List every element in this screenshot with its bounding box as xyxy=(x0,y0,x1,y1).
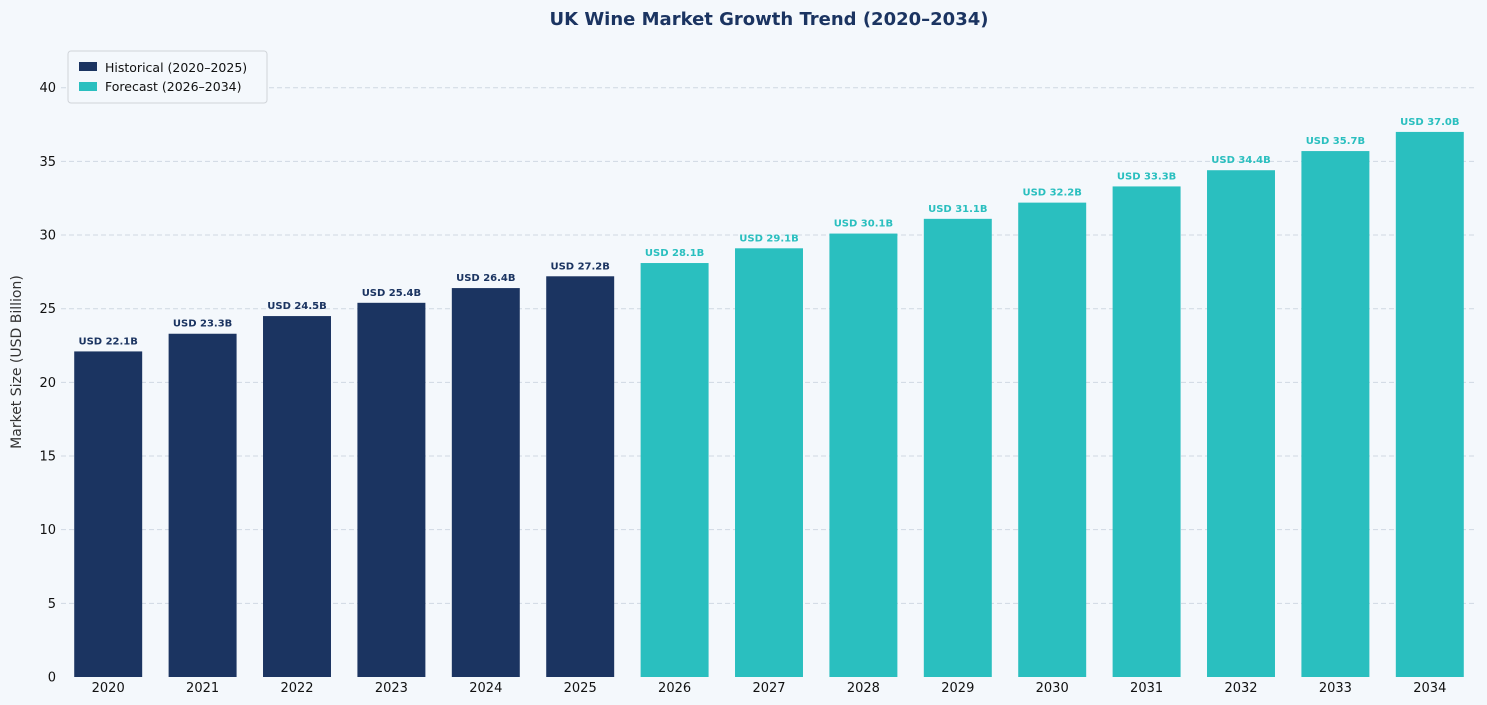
value-label-2031: USD 33.3B xyxy=(1117,171,1176,182)
value-label-2022: USD 24.5B xyxy=(267,301,326,312)
x-tick-label: 2023 xyxy=(375,681,408,696)
value-label-2032: USD 34.4B xyxy=(1211,155,1270,166)
y-axis-label: Market Size (USD Billion) xyxy=(9,275,25,449)
bar-2032 xyxy=(1207,170,1275,678)
x-tick-label: 2027 xyxy=(752,681,785,696)
y-tick-label: 0 xyxy=(48,671,56,686)
bar-2034 xyxy=(1395,131,1464,678)
value-label-2027: USD 29.1B xyxy=(739,233,798,244)
x-tick-label: 2026 xyxy=(658,681,691,696)
bar-2025 xyxy=(546,276,615,677)
legend-swatch-forecast xyxy=(79,82,97,91)
value-label-2033: USD 35.7B xyxy=(1306,136,1365,147)
y-tick-label: 40 xyxy=(39,81,56,96)
x-tick-label: 2025 xyxy=(564,681,597,696)
x-tick-label: 2030 xyxy=(1036,681,1069,696)
x-tick-label: 2024 xyxy=(469,681,502,696)
legend-label-forecast: Forecast (2026–2034) xyxy=(105,79,242,94)
legend: Historical (2020–2025) Forecast (2026–20… xyxy=(67,50,268,104)
value-label-2028: USD 30.1B xyxy=(834,219,893,230)
x-tick-label: 2032 xyxy=(1224,681,1257,696)
x-tick-label: 2033 xyxy=(1319,681,1352,696)
value-label-2030: USD 32.2B xyxy=(1022,188,1081,199)
x-tick-label: 2029 xyxy=(941,681,974,696)
value-label-2021: USD 23.3B xyxy=(173,319,232,330)
y-tick-label: 15 xyxy=(39,450,56,465)
value-label-2029: USD 31.1B xyxy=(928,204,987,215)
bar-2033 xyxy=(1301,151,1370,677)
bar-2030 xyxy=(1018,202,1087,677)
value-label-2034: USD 37.0B xyxy=(1400,117,1459,128)
value-label-2026: USD 28.1B xyxy=(645,248,704,259)
y-tick-label: 35 xyxy=(39,155,56,170)
bar-2029 xyxy=(923,218,992,677)
y-tick-label: 10 xyxy=(39,523,56,538)
y-axis-ticks: 0 5 10 15 20 25 30 35 40 xyxy=(39,81,56,685)
x-tick-label: 2020 xyxy=(92,681,125,696)
chart-title: UK Wine Market Growth Trend (2020–2034) xyxy=(550,9,989,30)
value-label-2020: USD 22.1B xyxy=(78,336,137,347)
x-tick-label: 2034 xyxy=(1413,681,1446,696)
y-tick-label: 5 xyxy=(48,597,56,612)
x-tick-label: 2022 xyxy=(280,681,313,696)
legend-label-historical: Historical (2020–2025) xyxy=(105,60,247,75)
y-tick-label: 30 xyxy=(39,229,56,244)
x-tick-label: 2031 xyxy=(1130,681,1163,696)
legend-swatch-historical xyxy=(79,62,97,71)
value-label-2024: USD 26.4B xyxy=(456,273,515,284)
bar-2026 xyxy=(640,263,709,677)
bars xyxy=(74,131,1464,678)
bar-2028 xyxy=(829,233,898,677)
y-tick-label: 20 xyxy=(39,376,56,391)
bar-2023 xyxy=(357,302,426,677)
x-axis-ticks: 2020 2021 2022 2023 2024 2025 2026 2027 2028 2029… xyxy=(92,681,1447,696)
value-labels: USD 22.1B USD 23.3B USD 24.5B USD 25.4B USD … xyxy=(78,117,1459,348)
bar-2020 xyxy=(74,351,143,677)
bar-2022 xyxy=(263,316,331,677)
value-label-2025: USD 27.2B xyxy=(550,261,609,272)
x-tick-label: 2028 xyxy=(847,681,880,696)
value-label-2023: USD 25.4B xyxy=(362,288,421,299)
x-tick-label: 2021 xyxy=(186,681,219,696)
y-tick-label: 25 xyxy=(39,302,56,317)
bar-2021 xyxy=(168,333,237,677)
bar-2027 xyxy=(735,248,803,677)
bar-2024 xyxy=(451,288,520,677)
legend-box xyxy=(67,50,268,104)
bar-2031 xyxy=(1112,186,1181,677)
